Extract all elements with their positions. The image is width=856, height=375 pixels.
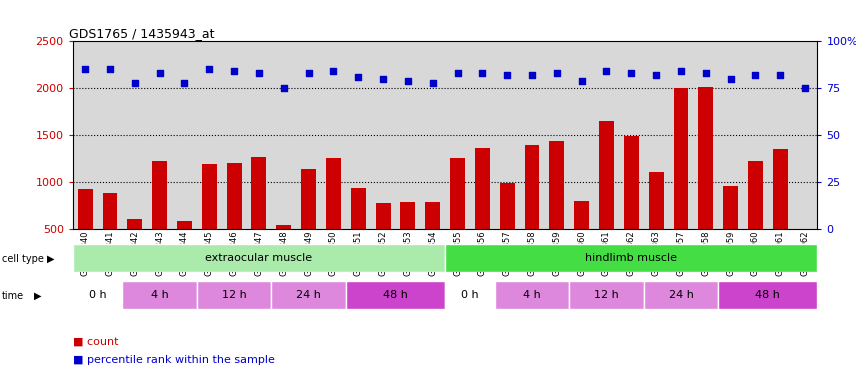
Point [178,80,192,86]
Bar [276,225,291,229]
Bar [445,281,495,309]
Point [575,78,589,84]
Bar [401,202,415,229]
Point [203,66,216,72]
Point [301,70,315,76]
Bar [574,201,589,229]
Point [600,68,614,74]
Point [774,72,788,78]
Bar [202,164,217,229]
Text: 4 h: 4 h [523,290,541,300]
Bar [122,281,197,309]
Text: 24 h: 24 h [296,290,321,300]
Text: 4 h: 4 h [151,290,169,300]
Bar [674,88,688,229]
Text: GDS1765 / 1435943_at: GDS1765 / 1435943_at [69,27,215,40]
Point [79,66,92,72]
Point [724,76,738,82]
Bar [798,229,812,230]
Point [377,76,390,82]
Point [276,85,290,91]
Text: extraocular muscle: extraocular muscle [205,253,312,263]
Bar [252,157,266,229]
Bar [599,121,614,229]
Text: 48 h: 48 h [383,290,408,300]
Point [228,68,241,74]
Text: ▶: ▶ [34,291,42,301]
Text: cell type: cell type [2,254,44,264]
Text: 0 h: 0 h [89,290,106,300]
Point [649,72,663,78]
Point [352,74,366,80]
Text: 12 h: 12 h [222,290,247,300]
Point [500,72,514,78]
Bar [624,136,639,229]
Text: 48 h: 48 h [755,290,781,300]
Bar [73,244,445,272]
Text: ▶: ▶ [47,254,55,264]
Point [476,70,490,76]
Bar [718,281,817,309]
Bar [271,281,346,309]
Bar [152,161,167,229]
Text: 24 h: 24 h [669,290,693,300]
Point [401,78,415,84]
Point [550,70,563,76]
Point [525,72,539,78]
Bar [346,281,445,309]
Bar [301,169,316,229]
Text: ■ count: ■ count [73,336,118,346]
Bar [73,281,122,309]
Text: ■ percentile rank within the sample: ■ percentile rank within the sample [73,355,275,365]
Bar [723,186,738,229]
Point [252,70,265,76]
Bar [649,172,663,229]
Bar [698,87,713,229]
Bar [644,281,718,309]
Point [103,66,116,72]
Bar [376,202,390,229]
Point [425,80,440,86]
Point [327,68,341,74]
Text: hindlimb muscle: hindlimb muscle [586,253,677,263]
Text: 12 h: 12 h [594,290,619,300]
Bar [177,221,192,229]
Bar [128,219,142,229]
Text: time: time [2,291,24,301]
Bar [197,281,271,309]
Point [748,72,763,78]
Bar [495,281,569,309]
Bar [103,193,117,229]
Bar [550,141,564,229]
Bar [445,244,817,272]
Point [128,80,142,86]
Point [698,70,712,76]
Bar [525,146,539,229]
Bar [227,163,241,229]
Bar [425,202,440,229]
Bar [773,149,788,229]
Point [798,85,811,91]
Bar [326,158,341,229]
Bar [78,189,92,229]
Bar [748,161,763,229]
Bar [569,281,644,309]
Bar [351,188,366,229]
Point [450,70,464,76]
Bar [450,158,465,229]
Bar [475,148,490,229]
Point [152,70,166,76]
Text: 0 h: 0 h [461,290,479,300]
Bar [500,183,514,229]
Point [675,68,688,74]
Point [625,70,639,76]
